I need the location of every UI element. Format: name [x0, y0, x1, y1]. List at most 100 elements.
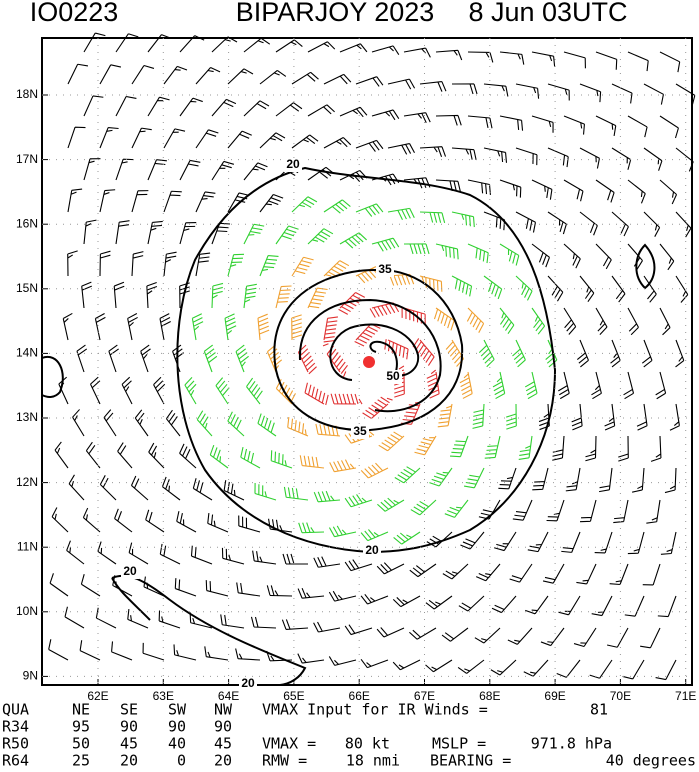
wind-barb	[127, 608, 149, 629]
wind-barb	[611, 275, 626, 303]
wind-barb	[246, 377, 263, 405]
wind-barb	[131, 251, 144, 277]
wind-barb	[67, 250, 78, 277]
wind-barb	[83, 158, 101, 181]
wind-barb	[298, 522, 325, 534]
wind-barb	[579, 275, 595, 303]
wind-barb	[192, 478, 213, 501]
wind-barb	[354, 323, 381, 347]
wind-barb	[159, 543, 181, 565]
wind-barb	[429, 467, 453, 487]
info-text: MSLP =	[432, 735, 486, 753]
wind-barb	[449, 435, 469, 458]
wind-barb	[355, 203, 384, 217]
wind-barb	[547, 211, 567, 235]
wind-barb	[459, 371, 473, 399]
wind-barb	[90, 376, 101, 405]
wind-barb	[579, 147, 600, 169]
wind-barb	[515, 83, 540, 99]
wind-barb	[563, 243, 581, 269]
wind-barb	[111, 641, 133, 661]
wind-barb	[227, 68, 254, 85]
table-header: NW	[214, 701, 233, 719]
wind-barb	[392, 659, 421, 671]
wind-barb	[589, 659, 613, 679]
wind-barb	[328, 590, 357, 602]
wind-barb	[509, 563, 533, 583]
lat-label: 14N	[16, 346, 38, 360]
wind-barb	[499, 51, 525, 65]
wind-barb	[291, 196, 318, 213]
wind-barb	[215, 377, 230, 405]
wind-barb	[483, 147, 508, 163]
wind-barb	[79, 640, 101, 661]
wind-barb	[552, 435, 565, 461]
wind-barb	[115, 33, 139, 53]
wind-barb	[499, 115, 524, 131]
wind-barb	[611, 211, 629, 237]
wind-barb	[227, 411, 245, 437]
wind-barb	[371, 45, 400, 55]
wind-barb	[204, 646, 229, 661]
lat-label: 9N	[23, 669, 38, 683]
wind-barb	[153, 376, 166, 405]
wind-barb	[561, 531, 581, 553]
wind-barb	[291, 256, 314, 277]
wind-barb	[403, 112, 431, 123]
wind-barb	[323, 136, 352, 149]
table-cell: 95	[72, 718, 90, 736]
wind-barb	[195, 129, 219, 149]
wind-barb	[159, 313, 171, 341]
wind-barb	[275, 225, 299, 245]
wind-barb	[580, 499, 597, 523]
wind-barb	[490, 659, 517, 676]
wind-barb	[339, 232, 367, 249]
wind-barb	[82, 507, 101, 533]
wind-barb	[147, 96, 170, 117]
wind-barb	[227, 253, 245, 277]
contour-label: 20	[365, 543, 379, 557]
wind-barb	[675, 275, 689, 303]
wind-barb	[115, 220, 130, 245]
wind-barb	[54, 441, 69, 469]
wind-barb	[85, 441, 101, 469]
title-id: IO0223	[30, 0, 119, 27]
wind-barb	[466, 307, 485, 333]
wind-barb	[243, 283, 257, 309]
wind-barb	[659, 115, 679, 139]
wind-barb	[66, 540, 85, 565]
wind-barb	[435, 243, 459, 260]
wind-barb	[328, 656, 357, 666]
info-text: 971.8 hPa	[531, 735, 612, 753]
wind-barb	[205, 580, 229, 597]
wind-barb	[627, 531, 645, 555]
wind-barb	[266, 585, 293, 597]
lon-label: 70E	[610, 689, 631, 703]
wind-barb	[323, 73, 352, 85]
wind-barb	[451, 147, 477, 161]
wind-barb	[257, 313, 270, 341]
wind-barb	[259, 132, 286, 149]
wind-barb	[211, 98, 237, 117]
wind-barb	[240, 446, 261, 469]
info-text: 80 kt	[345, 735, 390, 753]
wind-barb	[387, 273, 415, 286]
lon-label: 71E	[675, 689, 696, 703]
wind-barb	[664, 467, 677, 494]
wind-barb	[307, 104, 335, 117]
wind-barb	[174, 578, 197, 597]
wind-barb	[209, 444, 229, 469]
wind-barb	[531, 115, 554, 133]
wind-barb	[291, 314, 303, 341]
wind-barb	[499, 179, 522, 198]
wind-barb	[444, 499, 469, 518]
wind-barb	[493, 531, 517, 552]
table-cell: R64	[2, 752, 29, 770]
contour-label: 35	[353, 424, 367, 438]
wind-barb	[483, 275, 503, 300]
wind-barb	[360, 593, 389, 605]
lon-label: 69E	[544, 689, 565, 703]
wind-barb	[323, 199, 351, 214]
wind-barb	[640, 627, 661, 649]
